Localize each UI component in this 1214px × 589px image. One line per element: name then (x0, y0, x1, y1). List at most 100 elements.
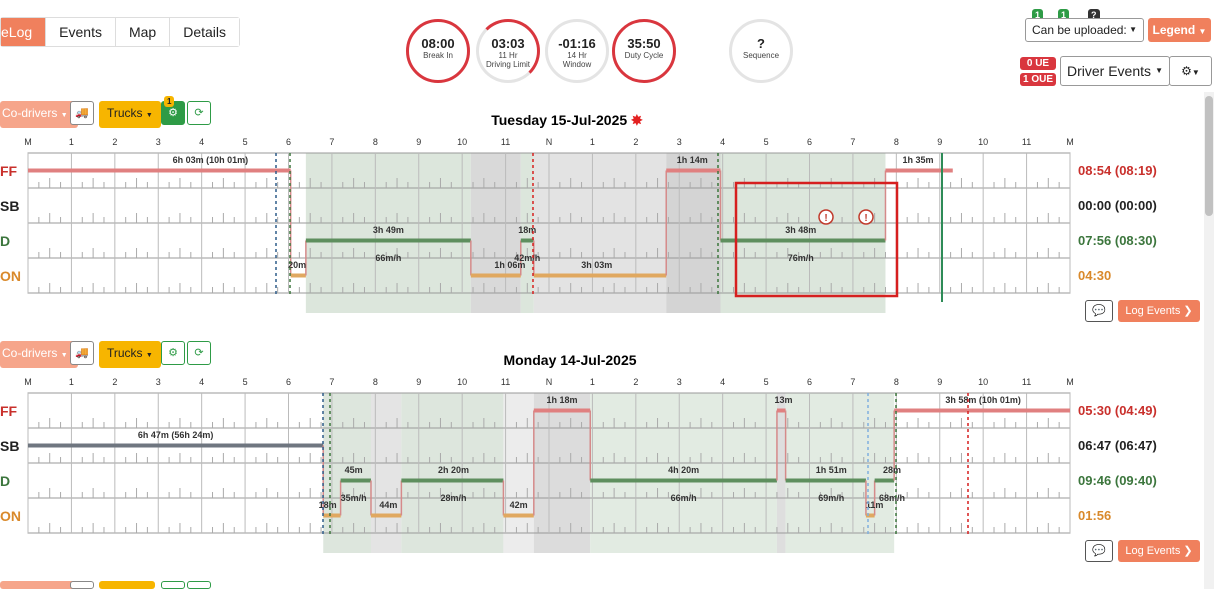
sequence-label: Sequence (742, 51, 780, 60)
duration-label: 68m/h (879, 493, 905, 503)
window-gauge: -01:16 14 Hr Window (545, 19, 609, 83)
activity-shading (370, 393, 402, 553)
log-events-button[interactable]: Log Events ❯ (1118, 300, 1200, 322)
hour-label: 3 (156, 137, 161, 147)
duration-label: 66m/h (671, 493, 697, 503)
hour-label: 2 (112, 137, 117, 147)
status-total: 07:56 (08:30) (1078, 233, 1157, 248)
hour-label: 1 (590, 137, 595, 147)
status-total: 01:56 (1078, 508, 1112, 523)
duration-label: 13m (774, 395, 792, 405)
duty-cycle-gauge: 35:50 Duty Cycle (612, 19, 676, 83)
codrivers-dropdown-2[interactable]: Co-drivers ▼ (0, 341, 78, 368)
tab-map[interactable]: Map (115, 18, 171, 46)
refresh-button-3[interactable] (187, 581, 211, 589)
hour-label: 11 (1022, 137, 1031, 147)
caret-down-icon: ▼ (1191, 68, 1200, 77)
settings-button[interactable]: ⚙▼ (1169, 56, 1212, 86)
engine-notification-badge: 1 (164, 96, 175, 107)
duration-label: 1h 18m (547, 395, 578, 405)
tab-events[interactable]: Events (46, 18, 116, 46)
tab-details[interactable]: Details (170, 18, 239, 46)
driving-limit-label: 11 Hr (498, 51, 518, 60)
trucks-dropdown-2[interactable]: Trucks ▼ (99, 341, 161, 368)
activity-shading (520, 153, 534, 313)
scrollbar-thumb[interactable] (1205, 96, 1213, 216)
duration-label: 18m (319, 500, 337, 510)
hour-label: 1 (69, 377, 74, 387)
log-events-label-2: Log Events (1125, 545, 1181, 557)
ue-badge: 0 UE (1020, 57, 1056, 70)
duration-label: 1h 06m (494, 260, 525, 270)
duration-label: 1h 35m (903, 155, 934, 165)
duration-label: 69m/h (818, 493, 844, 503)
duration-label: 6h 47m (56h 24m) (138, 430, 214, 440)
activity-shading (666, 153, 721, 313)
log-events-label: Log Events (1125, 305, 1181, 317)
truck-icon-button[interactable]: 🚚 (70, 101, 94, 125)
duration-label: 18m (518, 225, 536, 235)
duration-label: 1h 51m (816, 465, 847, 475)
hour-label: 4 (720, 377, 725, 387)
hour-label: 4 (199, 137, 204, 147)
duration-label: 1h 14m (677, 155, 708, 165)
trucks-dropdown[interactable]: Trucks ▼ (99, 101, 161, 128)
activity-shading (470, 153, 521, 313)
hour-label: M (1066, 377, 1074, 387)
hour-label: 7 (850, 377, 855, 387)
status-total: 00:00 (00:00) (1078, 198, 1157, 213)
warning-icon (818, 209, 834, 225)
truck-icon: 🚚 (75, 107, 89, 119)
truck-icon-button-3[interactable] (70, 581, 94, 589)
codrivers-label: Co-drivers (2, 106, 58, 120)
hour-label: 5 (243, 137, 248, 147)
activity-shading (720, 153, 886, 313)
tab-elog[interactable]: eLog (1, 18, 47, 46)
duration-label: 3h 48m (785, 225, 816, 235)
duty-graph-2: M 1 2 3 4 5 6 7 8 9 10 11 N 1 2 3 4 5 6 7 8 9 10 11 M 6h 47m (56h… (24, 377, 1074, 553)
window-value: -01:16 (558, 36, 596, 51)
driving-limit-value: 03:03 (491, 36, 525, 51)
refresh-button[interactable]: ⟳ (187, 101, 211, 125)
status-label-on: ON (0, 268, 21, 284)
comment-icon: 💬 (1092, 305, 1106, 317)
scrollbar-track[interactable] (1204, 92, 1214, 589)
codrivers-dropdown-3[interactable] (0, 581, 80, 589)
status-total: 05:30 (04:49) (1078, 403, 1157, 418)
driver-events-label: Driver Events (1067, 63, 1152, 79)
sequence-value: ? (757, 36, 765, 51)
day-title-text-2: Monday 14-Jul-2025 (503, 352, 637, 368)
hour-label: 10 (457, 137, 467, 147)
refresh-button-2[interactable]: ⟳ (187, 341, 211, 365)
caret-down-icon: ▼ (145, 352, 153, 359)
hour-label: 9 (937, 137, 942, 147)
truck-icon-button-2[interactable]: 🚚 (70, 341, 94, 365)
comment-icon: 💬 (1092, 545, 1106, 557)
hour-label: 6 (286, 377, 291, 387)
codrivers-dropdown[interactable]: Co-drivers ▼ (0, 101, 78, 128)
status-label-ff: FF (0, 403, 18, 419)
upload-select[interactable]: Can be uploaded: ▼ (1025, 18, 1144, 42)
warning-icon (858, 209, 874, 225)
caret-down-icon: ▼ (145, 112, 153, 119)
comments-button[interactable]: 💬 (1085, 300, 1113, 322)
driver-events-select[interactable]: Driver Events ▼ (1060, 56, 1170, 86)
activity-shading (503, 393, 534, 553)
log-events-button-2[interactable]: Log Events ❯ (1118, 540, 1200, 562)
hour-label: 11 (1022, 377, 1031, 387)
engine-button-2[interactable]: ⚙ (161, 341, 185, 365)
hour-label: 11 (501, 137, 510, 147)
comments-button-2[interactable]: 💬 (1085, 540, 1113, 562)
status-total: 08:54 (08:19) (1078, 163, 1157, 178)
chevron-down-icon: ▼ (1155, 66, 1163, 75)
trucks-dropdown-3[interactable] (99, 581, 155, 589)
duration-label: 28m (883, 465, 901, 475)
refresh-icon: ⟳ (194, 107, 204, 119)
help-badge[interactable]: ? (1088, 9, 1100, 21)
hour-label: 8 (894, 377, 899, 387)
view-tabs: eLog Events Map Details (0, 17, 240, 47)
activity-shading (785, 393, 895, 553)
engine-button-3[interactable] (161, 581, 185, 589)
caret-down-icon: ▼ (60, 112, 68, 119)
legend-button[interactable]: Legend ▼ (1148, 18, 1211, 42)
